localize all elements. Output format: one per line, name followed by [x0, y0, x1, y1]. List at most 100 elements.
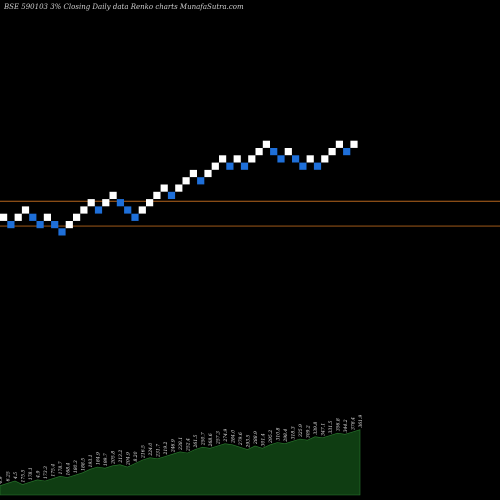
down-brick [131, 213, 139, 221]
up-brick [350, 140, 358, 148]
volume-label: 175.5 [21, 469, 27, 482]
volume-label: 6.25 [6, 471, 12, 481]
up-brick [65, 221, 73, 229]
up-brick [233, 155, 241, 163]
volume-label: 284.0 [231, 430, 237, 444]
volume-label: 252.4 [186, 438, 192, 452]
up-brick [255, 148, 263, 156]
up-brick [328, 148, 336, 156]
up-brick [204, 169, 212, 178]
up-brick [248, 155, 256, 163]
volume-label: 295.2 [268, 430, 274, 444]
volume-label: 4.9 [0, 476, 4, 484]
volume-label: 279.6 [238, 432, 244, 446]
volume-label: 344.2 [343, 419, 349, 432]
up-brick [102, 199, 110, 207]
volume-label: 213.2 [118, 450, 124, 464]
down-brick [94, 206, 103, 214]
up-brick [262, 140, 270, 148]
up-brick [146, 199, 154, 207]
volume-label: 356.8 [336, 418, 342, 431]
up-brick [73, 213, 81, 221]
down-brick [270, 148, 278, 156]
volume-label: 188.5 [81, 458, 87, 471]
down-brick [7, 221, 15, 229]
up-brick [335, 140, 343, 148]
volume-label: 219.2 [163, 441, 169, 455]
down-brick [197, 177, 205, 185]
up-brick [160, 184, 168, 192]
up-brick [306, 155, 314, 163]
volume-label: 231.7 [156, 444, 162, 458]
volume-label: 347.1 [321, 423, 327, 436]
up-brick [21, 206, 30, 214]
volume-label: 274.9 [223, 429, 229, 443]
up-brick [321, 155, 329, 163]
up-brick [138, 206, 146, 214]
up-brick [14, 213, 22, 221]
down-brick [240, 162, 249, 170]
volume-labels: 4.9 6.25 4.5 175.5 178.1 4.9 173.3 175.4 178.7 16… [0, 415, 364, 485]
up-brick [189, 169, 197, 178]
down-brick [29, 213, 37, 221]
volume-label: 361.9 [358, 415, 364, 428]
up-brick [211, 162, 219, 170]
volume-label: 339.8 [313, 422, 319, 435]
volume-label: 298.4 [283, 429, 289, 443]
volume-fill [0, 429, 361, 496]
down-brick [292, 155, 300, 163]
renko-bricks [0, 140, 358, 236]
down-brick [277, 155, 285, 163]
volume-label: 178.7 [58, 461, 64, 474]
up-brick [284, 148, 292, 156]
volume-label: 261.5 [193, 434, 199, 448]
down-brick [58, 228, 66, 236]
volume-label: 193.1 [88, 454, 94, 467]
volume-label: 293.5 [246, 434, 252, 448]
down-brick [116, 199, 124, 207]
down-brick [36, 221, 44, 229]
volume-label: 288.9 [253, 431, 259, 445]
volume-area [0, 429, 361, 496]
down-brick [343, 148, 351, 156]
volume-label: 216.5 [141, 445, 147, 459]
up-brick [0, 213, 8, 221]
volume-label: 224.0 [148, 443, 154, 457]
volume-label: 257.3 [216, 431, 222, 445]
volume-label: 331.5 [328, 420, 334, 433]
volume-label: 4.9 [36, 471, 42, 479]
volume-label: 184.9 [96, 452, 102, 465]
volume-label: 250.7 [201, 432, 207, 446]
volume-label: 175.4 [51, 464, 57, 477]
volume-label: 246.9 [171, 439, 177, 453]
volume-label: 309.2 [306, 425, 312, 438]
down-brick [51, 221, 59, 229]
up-brick [153, 191, 161, 199]
up-brick [109, 191, 117, 199]
down-brick [313, 162, 322, 170]
volume-label: 168.4 [66, 462, 72, 475]
volume-label: 178.1 [28, 467, 34, 480]
volume-label: 301.4 [261, 433, 267, 446]
up-brick [43, 213, 51, 221]
volume-label: 4.5 [13, 472, 19, 480]
down-brick [124, 206, 132, 214]
volume-label: 318.3 [291, 426, 297, 439]
volume-label: 325.9 [298, 424, 304, 437]
volume-label: 180.3 [73, 460, 79, 473]
volume-label: 199.7 [103, 453, 109, 466]
volume-label: 8.20 [133, 451, 139, 461]
chart-title: BSE 590103 3% Closing Daily data Renko c… [4, 3, 244, 11]
volume-label: 310.8 [276, 427, 282, 440]
down-brick [226, 162, 234, 170]
up-brick [87, 199, 95, 207]
up-brick [175, 184, 183, 192]
down-brick [299, 162, 307, 170]
volume-label: 378.4 [351, 417, 357, 430]
up-brick [219, 155, 227, 163]
volume-label: 268.6 [208, 433, 214, 447]
volume-label: 238.1 [178, 437, 184, 451]
volume-label: 173.3 [43, 466, 49, 479]
volume-label: 205.8 [111, 451, 117, 465]
